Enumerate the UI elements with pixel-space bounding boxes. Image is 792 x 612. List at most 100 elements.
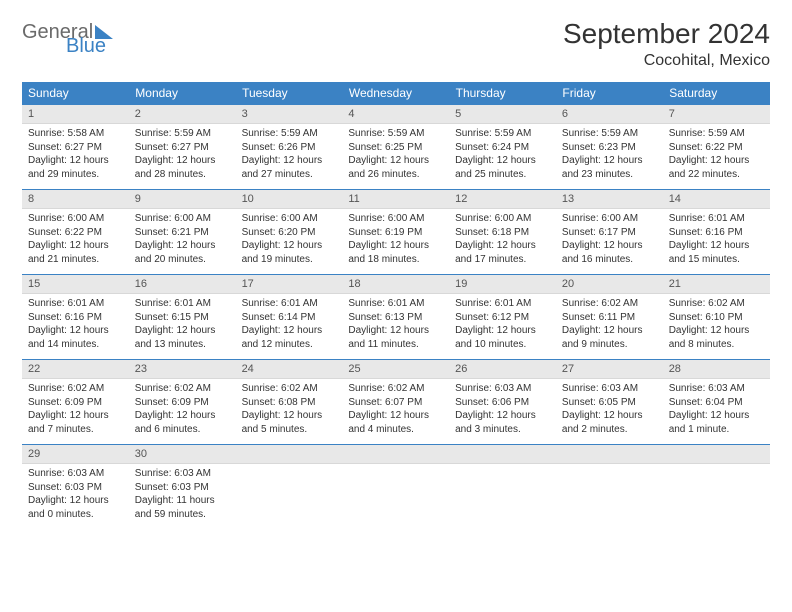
- day-body: Sunrise: 6:00 AMSunset: 6:18 PMDaylight:…: [449, 209, 556, 274]
- day-number: 5: [449, 105, 556, 124]
- calendar-cell: 29Sunrise: 6:03 AMSunset: 6:03 PMDayligh…: [22, 445, 129, 530]
- day-number: 27: [556, 360, 663, 379]
- day-body: Sunrise: 6:00 AMSunset: 6:22 PMDaylight:…: [22, 209, 129, 274]
- calendar-cell: 28Sunrise: 6:03 AMSunset: 6:04 PMDayligh…: [663, 360, 770, 445]
- day-number: 3: [236, 105, 343, 124]
- daylight-line: Daylight: 12 hours and 6 minutes.: [135, 409, 230, 436]
- sunset-line: Sunset: 6:24 PM: [455, 141, 550, 155]
- brand-logo: General Blue: [22, 18, 113, 56]
- sunset-line: Sunset: 6:27 PM: [135, 141, 230, 155]
- sunset-line: Sunset: 6:13 PM: [348, 311, 443, 325]
- day-number: 21: [663, 275, 770, 294]
- daylight-line: Daylight: 12 hours and 22 minutes.: [669, 154, 764, 181]
- day-number: 4: [342, 105, 449, 124]
- weekday-header-row: SundayMondayTuesdayWednesdayThursdayFrid…: [22, 82, 770, 105]
- weekday-header: Tuesday: [236, 82, 343, 105]
- sunset-line: Sunset: 6:10 PM: [669, 311, 764, 325]
- sunrise-line: Sunrise: 5:59 AM: [669, 127, 764, 141]
- sunset-line: Sunset: 6:18 PM: [455, 226, 550, 240]
- day-body: [663, 464, 770, 526]
- sunrise-line: Sunrise: 5:59 AM: [455, 127, 550, 141]
- sunset-line: Sunset: 6:15 PM: [135, 311, 230, 325]
- day-body: [236, 464, 343, 526]
- calendar-cell: [342, 445, 449, 530]
- sunset-line: Sunset: 6:05 PM: [562, 396, 657, 410]
- sunset-line: Sunset: 6:07 PM: [348, 396, 443, 410]
- day-body: Sunrise: 6:02 AMSunset: 6:09 PMDaylight:…: [22, 379, 129, 444]
- day-body: Sunrise: 5:59 AMSunset: 6:27 PMDaylight:…: [129, 124, 236, 189]
- sunrise-line: Sunrise: 6:01 AM: [669, 212, 764, 226]
- sunrise-line: Sunrise: 6:01 AM: [242, 297, 337, 311]
- sunrise-line: Sunrise: 6:00 AM: [455, 212, 550, 226]
- daylight-line: Daylight: 12 hours and 20 minutes.: [135, 239, 230, 266]
- sunrise-line: Sunrise: 5:59 AM: [348, 127, 443, 141]
- day-number: 23: [129, 360, 236, 379]
- day-body: Sunrise: 6:03 AMSunset: 6:04 PMDaylight:…: [663, 379, 770, 444]
- day-number: 9: [129, 190, 236, 209]
- calendar-page: General Blue September 2024 Cocohital, M…: [0, 0, 792, 539]
- day-number: 12: [449, 190, 556, 209]
- calendar-cell: 1Sunrise: 5:58 AMSunset: 6:27 PMDaylight…: [22, 105, 129, 190]
- sail-icon: [95, 25, 113, 39]
- daylight-line: Daylight: 12 hours and 27 minutes.: [242, 154, 337, 181]
- day-body: Sunrise: 6:01 AMSunset: 6:15 PMDaylight:…: [129, 294, 236, 359]
- day-body: Sunrise: 6:01 AMSunset: 6:13 PMDaylight:…: [342, 294, 449, 359]
- day-number: 10: [236, 190, 343, 209]
- daylight-line: Daylight: 12 hours and 2 minutes.: [562, 409, 657, 436]
- sunset-line: Sunset: 6:12 PM: [455, 311, 550, 325]
- title-block: September 2024 Cocohital, Mexico: [563, 18, 770, 70]
- sunset-line: Sunset: 6:14 PM: [242, 311, 337, 325]
- header: General Blue September 2024 Cocohital, M…: [22, 18, 770, 70]
- day-number: 13: [556, 190, 663, 209]
- day-number: 26: [449, 360, 556, 379]
- day-body: Sunrise: 6:01 AMSunset: 6:16 PMDaylight:…: [663, 209, 770, 274]
- daylight-line: Daylight: 12 hours and 18 minutes.: [348, 239, 443, 266]
- calendar-table: SundayMondayTuesdayWednesdayThursdayFrid…: [22, 82, 770, 529]
- day-body: Sunrise: 6:00 AMSunset: 6:19 PMDaylight:…: [342, 209, 449, 274]
- weekday-header: Saturday: [663, 82, 770, 105]
- day-number: [342, 445, 449, 464]
- calendar-cell: 13Sunrise: 6:00 AMSunset: 6:17 PMDayligh…: [556, 190, 663, 275]
- sunset-line: Sunset: 6:17 PM: [562, 226, 657, 240]
- sunrise-line: Sunrise: 6:01 AM: [28, 297, 123, 311]
- day-body: [449, 464, 556, 526]
- day-body: Sunrise: 6:03 AMSunset: 6:03 PMDaylight:…: [22, 464, 129, 529]
- day-number: 28: [663, 360, 770, 379]
- day-number: 18: [342, 275, 449, 294]
- calendar-cell: 15Sunrise: 6:01 AMSunset: 6:16 PMDayligh…: [22, 275, 129, 360]
- sunrise-line: Sunrise: 6:01 AM: [135, 297, 230, 311]
- daylight-line: Daylight: 12 hours and 7 minutes.: [28, 409, 123, 436]
- sunrise-line: Sunrise: 6:02 AM: [135, 382, 230, 396]
- day-body: Sunrise: 5:58 AMSunset: 6:27 PMDaylight:…: [22, 124, 129, 189]
- day-number: 16: [129, 275, 236, 294]
- daylight-line: Daylight: 12 hours and 8 minutes.: [669, 324, 764, 351]
- daylight-line: Daylight: 11 hours and 59 minutes.: [135, 494, 230, 521]
- daylight-line: Daylight: 12 hours and 16 minutes.: [562, 239, 657, 266]
- day-number: 19: [449, 275, 556, 294]
- calendar-cell: 6Sunrise: 5:59 AMSunset: 6:23 PMDaylight…: [556, 105, 663, 190]
- daylight-line: Daylight: 12 hours and 9 minutes.: [562, 324, 657, 351]
- calendar-cell: 5Sunrise: 5:59 AMSunset: 6:24 PMDaylight…: [449, 105, 556, 190]
- sunset-line: Sunset: 6:27 PM: [28, 141, 123, 155]
- calendar-cell: 11Sunrise: 6:00 AMSunset: 6:19 PMDayligh…: [342, 190, 449, 275]
- day-body: Sunrise: 6:02 AMSunset: 6:08 PMDaylight:…: [236, 379, 343, 444]
- calendar-cell: [556, 445, 663, 530]
- sunset-line: Sunset: 6:19 PM: [348, 226, 443, 240]
- calendar-cell: [236, 445, 343, 530]
- sunset-line: Sunset: 6:20 PM: [242, 226, 337, 240]
- calendar-body: 1Sunrise: 5:58 AMSunset: 6:27 PMDaylight…: [22, 105, 770, 530]
- sunset-line: Sunset: 6:09 PM: [135, 396, 230, 410]
- sunset-line: Sunset: 6:08 PM: [242, 396, 337, 410]
- daylight-line: Daylight: 12 hours and 15 minutes.: [669, 239, 764, 266]
- weekday-header: Friday: [556, 82, 663, 105]
- sunrise-line: Sunrise: 6:00 AM: [242, 212, 337, 226]
- sunrise-line: Sunrise: 6:03 AM: [135, 467, 230, 481]
- calendar-cell: 4Sunrise: 5:59 AMSunset: 6:25 PMDaylight…: [342, 105, 449, 190]
- day-body: Sunrise: 6:03 AMSunset: 6:05 PMDaylight:…: [556, 379, 663, 444]
- day-body: [556, 464, 663, 526]
- daylight-line: Daylight: 12 hours and 26 minutes.: [348, 154, 443, 181]
- daylight-line: Daylight: 12 hours and 13 minutes.: [135, 324, 230, 351]
- sunset-line: Sunset: 6:16 PM: [28, 311, 123, 325]
- calendar-cell: 20Sunrise: 6:02 AMSunset: 6:11 PMDayligh…: [556, 275, 663, 360]
- day-number: 25: [342, 360, 449, 379]
